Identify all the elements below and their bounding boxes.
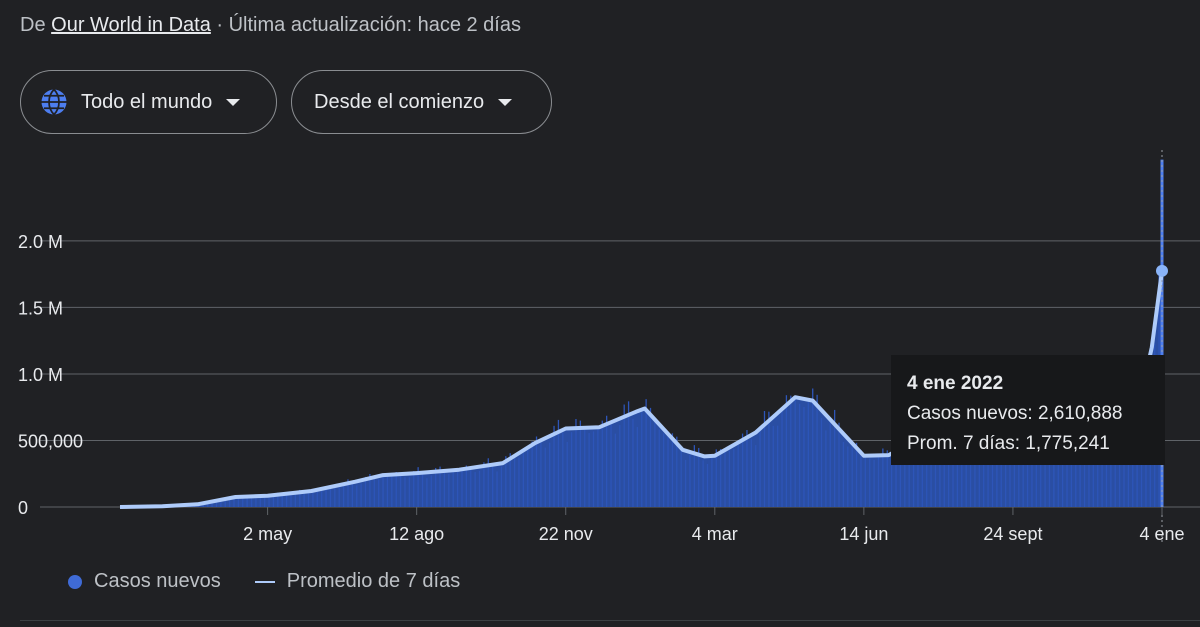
x-tick-label: 14 jun: [839, 524, 888, 544]
x-tick-label: 4 ene: [1139, 524, 1184, 544]
divider: [20, 620, 1200, 621]
source-prefix: De: [20, 14, 46, 36]
tooltip-new-cases: Casos nuevos: 2,610,888: [907, 403, 1123, 424]
tooltip-date: 4 ene 2022: [907, 373, 1004, 394]
highlight-marker: [1156, 264, 1168, 277]
y-tick-label: 1.0 M: [18, 365, 63, 385]
tooltip-avg: Prom. 7 días: 1,775,241: [907, 433, 1110, 454]
region-dropdown[interactable]: Todo el mundo: [20, 70, 277, 134]
x-tick-label: 12 ago: [389, 524, 444, 544]
y-tick-label: 2.0 M: [18, 232, 63, 252]
x-tick-label: 22 nov: [539, 524, 593, 544]
source-link[interactable]: Our World in Data: [51, 14, 211, 36]
y-tick-label: 1.5 M: [18, 298, 63, 318]
x-tick-label: 4 mar: [692, 524, 738, 544]
last-updated: · Última actualización: hace 2 días: [216, 14, 521, 36]
cases-chart[interactable]: 0 500,000 1.0 M 1.5 M 2.0 M 2 may 12 ago 22 nov…: [0, 150, 1200, 550]
range-label: Desde el comienzo: [314, 90, 485, 113]
y-tick-label: 500,000: [18, 431, 83, 451]
legend-avg: Promedio de 7 días: [286, 570, 461, 592]
chevron-down-icon: [226, 98, 241, 106]
legend-dot-icon: [68, 574, 82, 589]
chart-legend: Casos nuevos Promedio de 7 días: [68, 570, 460, 593]
region-label: Todo el mundo: [81, 90, 213, 113]
x-tick-label: 24 sept: [983, 524, 1042, 544]
legend-line-icon: [254, 580, 275, 583]
chart-tooltip: 4 ene 2022 Casos nuevos: 2,610,888 Prom.…: [891, 355, 1165, 465]
y-tick-label: 0: [18, 498, 28, 518]
globe-icon: [41, 88, 67, 116]
range-dropdown[interactable]: Desde el comienzo: [291, 70, 552, 134]
legend-new-cases: Casos nuevos: [94, 570, 221, 592]
source-line: De Our World in Data · Última actualizac…: [20, 14, 521, 37]
x-tick-label: 2 may: [243, 524, 292, 544]
chevron-down-icon: [498, 98, 513, 106]
